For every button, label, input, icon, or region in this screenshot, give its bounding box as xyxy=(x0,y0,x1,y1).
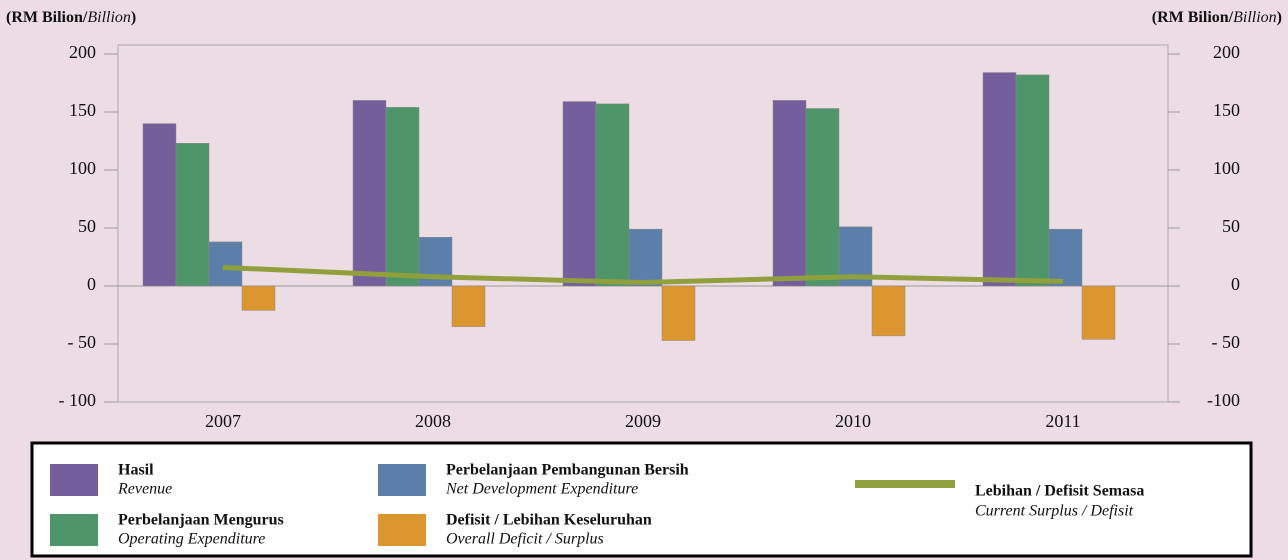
bar xyxy=(352,100,387,287)
legend-swatch xyxy=(50,464,98,496)
bar xyxy=(595,103,630,287)
legend-swatch xyxy=(50,514,98,546)
y-tick-label: 200 xyxy=(69,42,96,62)
x-tick-label: 2010 xyxy=(835,411,871,431)
y2-tick-label: 100 xyxy=(1213,158,1240,178)
y2-axis-label: (RM Bilion/Billion) xyxy=(1152,9,1282,26)
y2-tick-label: 200 xyxy=(1213,42,1240,62)
legend-label: Lebihan / Defisit Semasa xyxy=(975,483,1144,500)
y-tick-label: 0 xyxy=(87,274,96,294)
bar xyxy=(661,285,696,341)
bar xyxy=(385,107,420,287)
bar xyxy=(1015,74,1050,287)
bar xyxy=(982,72,1017,287)
bar xyxy=(1081,285,1116,340)
legend-label-en: Net Development Expenditure xyxy=(445,481,638,498)
legend-label: Hasil xyxy=(118,462,154,479)
x-tick-label: 2011 xyxy=(1045,411,1080,431)
y-axis-label: (RM Bilion/Billion) xyxy=(6,9,136,26)
y2-tick-label: 50 xyxy=(1222,216,1240,236)
bar xyxy=(208,241,243,287)
line-series xyxy=(222,264,1064,286)
x-tick-label: 2008 xyxy=(415,411,451,431)
y-tick-label: 150 xyxy=(69,100,96,120)
legend-swatch xyxy=(378,464,426,496)
legend-label: Perbelanjaan Pembangunan Bersih xyxy=(446,462,689,479)
bar xyxy=(628,228,663,287)
y2-tick-label: -100 xyxy=(1207,390,1240,410)
y-tick-label: 50 xyxy=(78,216,96,236)
y2-tick-label: - 50 xyxy=(1212,332,1241,352)
bar xyxy=(241,285,276,311)
legend-label-en: Revenue xyxy=(117,481,172,498)
legend-label-en: Overall Deficit / Surplus xyxy=(446,531,604,548)
legend xyxy=(30,441,1253,558)
legend-label-en: Operating Expenditure xyxy=(118,531,265,548)
bar xyxy=(451,285,486,327)
bar xyxy=(562,101,597,287)
x-tick-label: 2009 xyxy=(625,411,661,431)
bar xyxy=(142,123,177,287)
y-tick-label: - 50 xyxy=(68,332,97,352)
bar xyxy=(871,285,906,337)
plot-area xyxy=(117,44,1169,403)
y-tick-label: 100 xyxy=(69,158,96,178)
y2-tick-label: 150 xyxy=(1213,100,1240,120)
bar xyxy=(772,100,807,287)
bar xyxy=(175,143,210,287)
y2-tick-label: 0 xyxy=(1231,274,1240,294)
bar xyxy=(805,108,840,287)
x-tick-label: 2007 xyxy=(205,411,241,431)
y-tick-label: - 100 xyxy=(59,390,97,410)
legend-label: Perbelanjaan Mengurus xyxy=(118,512,284,529)
legend-swatch xyxy=(855,480,955,488)
legend-label-en: Current Surplus / Defisit xyxy=(975,503,1134,520)
legend-swatch xyxy=(378,514,426,546)
legend-label: Defisit / Lebihan Keseluruhan xyxy=(446,512,652,529)
bar xyxy=(1048,228,1083,287)
